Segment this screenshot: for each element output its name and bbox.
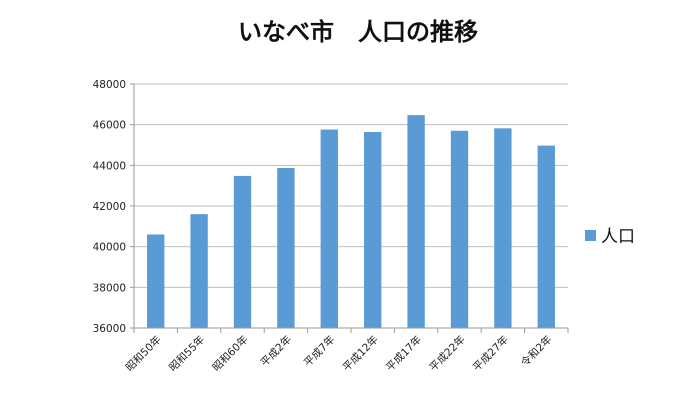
y-tick-label: 42000 [93, 201, 126, 213]
x-tick-label: 平成22年 [427, 333, 468, 374]
y-axis-ticks: 36000 38000 40000 42000 44000 46000 48000 [93, 79, 126, 335]
x-tick-label: 平成17年 [383, 333, 424, 374]
x-tick-label: 昭和55年 [166, 333, 207, 374]
x-tick-label: 平成12年 [340, 333, 381, 374]
bar-6 [364, 131, 382, 328]
y-tick-label: 48000 [93, 79, 126, 91]
legend: 人口 [585, 227, 635, 247]
bar-9 [494, 128, 512, 328]
y-tick-label: 38000 [93, 282, 126, 294]
x-tick-label: 昭和60年 [210, 333, 251, 374]
bar-1 [147, 234, 165, 328]
x-axis-ticks: 昭和50年 昭和55年 昭和60年 平成2年 平成7年 平成12年 平成17年 平成22年 平成… [123, 333, 555, 374]
bar-5 [320, 129, 338, 328]
legend-label: 人口 [601, 227, 635, 247]
chart-title: いなべ市 人口の推移 [238, 18, 478, 46]
bar-8 [450, 130, 469, 328]
bar-4 [277, 167, 295, 328]
bar-3 [233, 175, 252, 328]
y-tick-label: 46000 [93, 120, 126, 132]
bar-2 [190, 214, 208, 328]
x-tick-label: 昭和50年 [123, 333, 164, 374]
y-tick-label: 36000 [93, 323, 126, 335]
y-tick-label: 40000 [93, 242, 126, 254]
x-tick-label: 平成2年 [258, 333, 294, 369]
bar-7 [407, 115, 425, 328]
axes [130, 83, 569, 333]
x-tick-label: 平成7年 [301, 333, 337, 369]
x-tick-label: 令和2年 [518, 333, 554, 369]
bar-10 [537, 145, 555, 328]
x-tick-label: 平成27年 [470, 333, 511, 374]
y-tick-label: 44000 [93, 160, 126, 172]
legend-swatch [585, 230, 596, 241]
bars [147, 115, 555, 328]
